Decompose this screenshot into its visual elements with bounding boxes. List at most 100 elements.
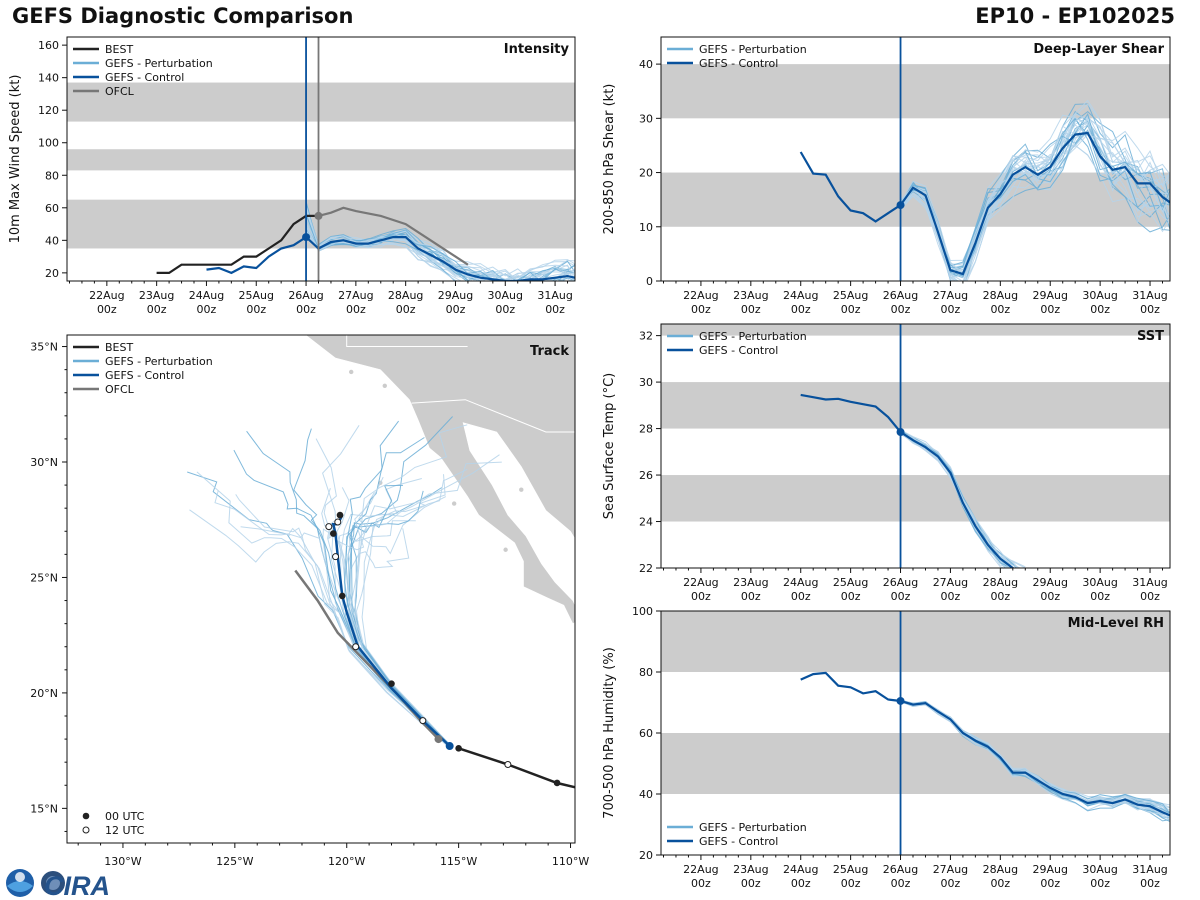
y-tick-label: 140	[38, 72, 59, 85]
series-line-best	[156, 214, 319, 274]
x-tick-label: 00z	[691, 877, 711, 890]
legend-entry-best: BEST	[105, 43, 133, 56]
x-tick-label: 00z	[891, 877, 911, 890]
y-tick-label: 60	[639, 727, 653, 740]
panel-frame	[660, 36, 1171, 282]
y-tick-label: 24	[639, 516, 653, 529]
x-tick-label: 26Aug	[883, 289, 918, 302]
y-axis-label: 10m Max Wind Speed (kt)	[8, 75, 23, 244]
x-tick-label: 25Aug	[833, 289, 868, 302]
cira-logo: CIRA	[6, 869, 110, 900]
perturbation-line	[900, 432, 1014, 568]
x-tick-label: 00z	[841, 590, 861, 603]
x-tick-label: 27Aug	[933, 289, 968, 302]
series-line-gefs-control	[800, 671, 1170, 817]
perturbation-line	[900, 124, 1170, 275]
x-tick-label: 00z	[990, 877, 1010, 890]
x-tick-label: 00z	[246, 303, 266, 316]
x-tick-label: 22Aug	[683, 289, 718, 302]
track-marker-12z	[334, 518, 342, 526]
x-tick-label: 30Aug	[1082, 289, 1117, 302]
band-intensity	[67, 149, 575, 171]
x-tick-label: 28Aug	[983, 289, 1018, 302]
x-tick-label: 00z	[495, 303, 515, 316]
x-tick-label: 00z	[791, 590, 811, 603]
track-panel-frame	[66, 334, 576, 844]
y-tick-label: 60	[45, 202, 59, 215]
panel-title: SST	[1137, 329, 1164, 344]
x-tick-label: 00z	[741, 590, 761, 603]
x-tick-label: 31Aug	[1132, 289, 1167, 302]
series-line-gefs-control	[206, 235, 575, 281]
track-marker-00z	[336, 511, 344, 519]
band-rh	[661, 733, 1170, 794]
x-tick-label: 00z	[691, 590, 711, 603]
init-marker	[896, 696, 905, 705]
series-line-ofcl	[318, 206, 469, 266]
track-marker-00z	[553, 779, 561, 787]
x-tick-label: 00z	[97, 303, 117, 316]
y-tick-label: 20	[45, 267, 59, 280]
series-line-gefs-control	[800, 393, 1015, 568]
y-tick-label: 20	[639, 849, 653, 862]
figure-title: GEFS Diagnostic Comparison	[12, 4, 354, 28]
band-sst	[661, 324, 1170, 336]
island	[382, 383, 387, 388]
x-tick-label: 22Aug	[89, 289, 124, 302]
band-sst	[661, 475, 1170, 522]
x-tick-label: 31Aug	[1132, 863, 1167, 876]
x-tick-label: 30Aug	[488, 289, 523, 302]
y-tick-label: 28	[639, 423, 653, 436]
band-shear	[661, 172, 1170, 227]
perturbation-track	[347, 496, 451, 748]
x-tick-label: 00z	[197, 303, 217, 316]
island	[519, 487, 524, 492]
legend-entry-ofcl: OFCL	[105, 85, 135, 98]
x-tick-label: 00z	[990, 303, 1010, 316]
track-legend-entry-best: BEST	[105, 341, 133, 354]
y-tick-label: 160	[38, 39, 59, 52]
perturbation-track	[293, 428, 450, 748]
perturbation-track	[336, 476, 450, 747]
y-axis-label: 200-850 hPa Shear (kt)	[602, 84, 617, 235]
track-marker-00z	[338, 592, 346, 600]
x-tick-label: 22Aug	[683, 863, 718, 876]
y-tick-label: 80	[639, 666, 653, 679]
band-shear	[661, 64, 1170, 119]
x-tick-label: 00z	[1090, 877, 1110, 890]
x-tick-label: 00z	[741, 877, 761, 890]
x-tick-label: 24Aug	[783, 289, 818, 302]
lat-tick-label: 20°N	[30, 687, 58, 700]
y-tick-label: 26	[639, 469, 653, 482]
y-tick-label: 22	[639, 562, 653, 575]
panel-frame	[66, 36, 576, 282]
track-marker-12z	[325, 523, 333, 531]
x-tick-label: 27Aug	[933, 863, 968, 876]
lat-tick-label: 35°N	[30, 341, 58, 354]
legend-entry-control: GEFS - Control	[699, 835, 778, 848]
perturbation-line	[305, 228, 568, 281]
x-tick-label: 26Aug	[288, 289, 323, 302]
x-tick-label: 00z	[841, 877, 861, 890]
y-tick-label: 30	[639, 376, 653, 389]
legend-entry-perturbation: GEFS - Perturbation	[699, 821, 807, 834]
panel-title: Track	[530, 344, 569, 359]
x-tick-label: 00z	[841, 303, 861, 316]
x-tick-label: 24Aug	[783, 863, 818, 876]
lon-tick-label: 115°W	[440, 855, 477, 868]
track-init-marker	[434, 735, 443, 744]
legend-entry-control: GEFS - Control	[699, 57, 778, 70]
y-tick-label: 0	[646, 275, 653, 288]
legend-entry-perturbation: GEFS - Perturbation	[699, 43, 807, 56]
track-marker-00z	[455, 745, 462, 752]
y-tick-label: 80	[45, 169, 59, 182]
lat-tick-label: 15°N	[30, 802, 58, 815]
x-tick-label: 30Aug	[1082, 576, 1117, 589]
track-legend-entry-ofcl: OFCL	[105, 383, 135, 396]
x-tick-label: 00z	[545, 303, 565, 316]
x-tick-label: 00z	[941, 877, 961, 890]
state-line	[346, 335, 468, 347]
band-sst	[661, 382, 1170, 429]
x-tick-label: 23Aug	[733, 576, 768, 589]
track-marker-00z	[388, 680, 395, 687]
